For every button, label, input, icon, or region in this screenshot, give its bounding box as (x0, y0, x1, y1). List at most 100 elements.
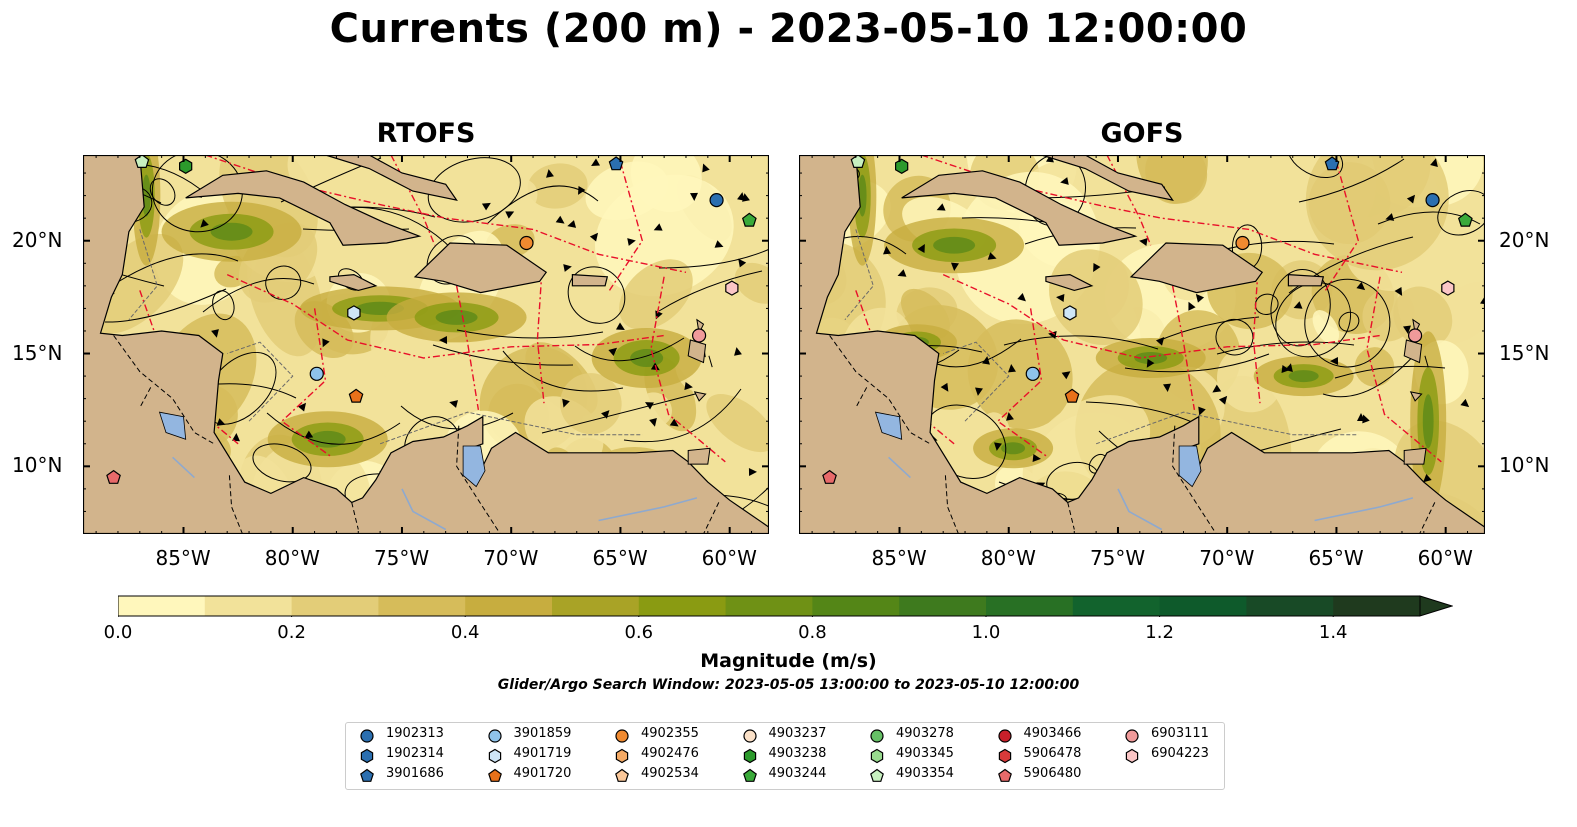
circle-marker-icon (742, 729, 757, 743)
legend-label: 6904223 (1151, 746, 1209, 761)
float-marker-4903244-gofs (1457, 212, 1473, 227)
colorbar-segment (638, 596, 727, 616)
colorbar-segment (1072, 596, 1161, 616)
float-marker-4902355-gofs (1235, 235, 1250, 251)
float-marker-6904223-rtofs (725, 280, 739, 296)
legend-label: 3901859 (513, 726, 572, 741)
circle-marker-icon (997, 729, 1012, 743)
lon-tick-label: 70°W (1199, 546, 1255, 570)
colorbar-segment (291, 596, 379, 616)
lat-tick-label: 20°N (1499, 227, 1550, 252)
colorbar-tick-label: 0.4 (450, 622, 480, 643)
pentagon-marker-icon (997, 768, 1012, 782)
lon-tick-label: 60°W (1417, 546, 1473, 570)
colorbar-segment (1246, 596, 1334, 616)
panel-title-rtofs: RTOFS (376, 118, 476, 149)
float-marker-4901720-rtofs (348, 388, 364, 403)
float-marker-5906480-rtofs (106, 469, 121, 484)
float-marker-1902313-rtofs (709, 193, 724, 208)
colorbar-tick-label: 1.4 (1318, 622, 1348, 643)
float-marker-3901686-rtofs (608, 156, 624, 171)
legend-label: 4903354 (896, 766, 954, 781)
lon-tick-label: 80°W (980, 546, 1036, 570)
lon-tick-label: 85°W (871, 546, 927, 570)
legend-label: 4903237 (768, 726, 827, 741)
float-marker-4903244-rtofs (741, 212, 757, 227)
float-marker-4903354-gofs (850, 155, 866, 168)
float-marker-4901719-rtofs (347, 305, 361, 321)
float-marker-4903238-gofs (894, 158, 909, 174)
lon-tick-label: 75°W (373, 546, 430, 570)
float-marker-4901719-gofs (1063, 305, 1077, 321)
legend-label: 4902476 (641, 746, 699, 761)
circle-marker-icon (487, 729, 502, 743)
legend-label: 4902355 (641, 726, 699, 741)
float-marker-4903354-rtofs (134, 155, 150, 168)
float-marker-4902355-rtofs (519, 235, 534, 251)
colorbar-tick-label: 1.0 (971, 622, 1001, 643)
float-marker-6904223-gofs (1441, 280, 1455, 296)
lat-tick-label: 20°N (12, 227, 63, 252)
hexagon-marker-icon (615, 748, 629, 764)
pentagon-marker-icon (360, 768, 374, 782)
map-panel-gofs (799, 155, 1485, 534)
legend-label: 4903278 (896, 726, 954, 741)
float-marker-3901859-gofs (1025, 366, 1040, 381)
hexagon-marker-icon (870, 748, 884, 764)
colorbar-segment (118, 596, 206, 616)
colorbar (118, 595, 1453, 617)
hexagon-marker-icon (743, 748, 756, 764)
legend-label: 6903111 (1151, 726, 1209, 741)
lon-tick-label: 60°W (701, 546, 757, 570)
float-marker-3901686-gofs (1324, 156, 1340, 171)
hexagon-marker-icon (488, 748, 501, 764)
colorbar-tick-label: 1.2 (1145, 622, 1174, 643)
circle-marker-icon (870, 729, 884, 743)
hexagon-marker-icon (360, 748, 374, 764)
hexagon-marker-icon (998, 748, 1011, 764)
pentagon-marker-icon (487, 768, 502, 782)
colorbar-tick-label: 0.0 (103, 622, 133, 643)
hexagon-marker-icon (1125, 748, 1139, 764)
float-marker-1902313-gofs (1425, 193, 1440, 208)
colorbar-segment (899, 596, 987, 616)
float-marker-6903111-rtofs (691, 328, 707, 343)
pentagon-marker-icon (870, 768, 884, 782)
figure-title: Currents (200 m) - 2023-05-10 12:00:00 (329, 6, 1248, 52)
colorbar-tick-label: 0.8 (798, 622, 827, 643)
legend-label: 4903244 (768, 766, 827, 781)
colorbar-segment (552, 596, 640, 616)
legend-label: 4903238 (768, 746, 827, 761)
circle-marker-icon (360, 729, 374, 743)
panel-title-gofs: GOFS (1100, 118, 1184, 149)
circle-marker-icon (1125, 729, 1139, 743)
lon-tick-label: 70°W (483, 546, 539, 570)
colorbar-label: Magnitude (m/s) (700, 650, 877, 672)
lat-tick-label: 10°N (12, 453, 63, 478)
lon-tick-label: 85°W (155, 546, 211, 570)
lon-tick-label: 65°W (592, 546, 648, 570)
float-marker-5906480-gofs (822, 469, 837, 484)
colorbar-segment (986, 596, 1074, 616)
lon-tick-label: 80°W (264, 546, 320, 570)
legend-label: 4901720 (513, 766, 572, 781)
float-marker-4901720-gofs (1064, 388, 1080, 403)
pentagon-marker-icon (742, 768, 757, 782)
legend-label: 5906480 (1023, 766, 1082, 781)
float-legend: 1902313 1902314 3901686 3901859 4901719 49017… (345, 722, 1225, 790)
legend-label: 4903345 (896, 746, 954, 761)
lon-tick-label: 65°W (1308, 546, 1364, 570)
colorbar-tick-label: 0.6 (624, 622, 654, 643)
circle-marker-icon (615, 729, 629, 743)
float-marker-4903238-rtofs (178, 158, 193, 174)
legend-label: 4902534 (641, 766, 699, 781)
lat-tick-label: 15°N (1499, 340, 1550, 365)
float-marker-3901859-rtofs (309, 366, 324, 381)
legend-label: 1902314 (386, 746, 444, 761)
legend-label: 4903466 (1023, 726, 1082, 741)
colorbar-segment (812, 596, 900, 616)
colorbar-segment (725, 596, 813, 616)
lon-tick-label: 75°W (1089, 546, 1146, 570)
lat-tick-label: 15°N (12, 340, 63, 365)
search-window-text: Glider/Argo Search Window: 2023-05-05 13… (497, 677, 1080, 693)
